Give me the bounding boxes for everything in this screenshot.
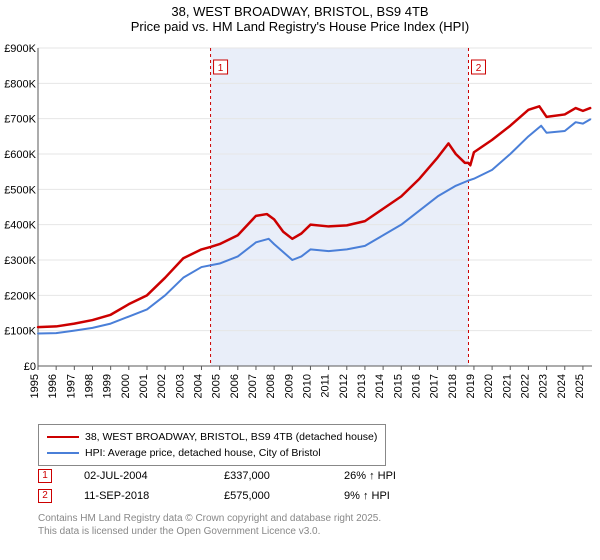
svg-text:2012: 2012	[338, 374, 350, 398]
svg-text:1999: 1999	[102, 374, 114, 398]
svg-text:2024: 2024	[556, 374, 568, 398]
svg-text:1998: 1998	[83, 374, 95, 398]
marker-id-box: 2	[38, 489, 52, 503]
marker-date: 11-SEP-2018	[84, 490, 224, 502]
svg-text:2010: 2010	[301, 374, 313, 398]
svg-text:2023: 2023	[538, 374, 550, 398]
attribution-line2: This data is licensed under the Open Gov…	[38, 525, 381, 538]
marker-events-table: 1 02-JUL-2004£337,00026% ↑ HPI 2 11-SEP-201…	[38, 466, 464, 506]
chart-container: 38, WEST BROADWAY, BRISTOL, BS9 4TB Pric…	[0, 0, 600, 560]
svg-text:£400K: £400K	[4, 220, 36, 232]
svg-text:2008: 2008	[265, 374, 277, 398]
marker-price: £337,000	[224, 470, 344, 482]
legend-label: 38, WEST BROADWAY, BRISTOL, BS9 4TB (det…	[85, 430, 377, 444]
svg-text:1996: 1996	[47, 374, 59, 398]
chart-svg: £0 £100K £200K £300K £400K £500K £600K £700K £80…	[0, 40, 600, 420]
svg-text:1995: 1995	[29, 374, 41, 398]
svg-text:2002: 2002	[156, 374, 168, 398]
svg-text:2003: 2003	[174, 374, 186, 398]
svg-text:2025: 2025	[574, 374, 586, 398]
svg-text:2011: 2011	[320, 374, 332, 398]
svg-text:2021: 2021	[501, 374, 513, 398]
svg-text:2019: 2019	[465, 374, 477, 398]
svg-text:£800K: £800K	[4, 78, 36, 90]
svg-text:£900K: £900K	[4, 43, 36, 55]
svg-text:2013: 2013	[356, 374, 368, 398]
svg-text:£300K: £300K	[4, 255, 36, 267]
marker-event-row: 2 11-SEP-2018£575,0009% ↑ HPI	[38, 486, 464, 506]
marker-price: £575,000	[224, 490, 344, 502]
svg-text:2: 2	[476, 63, 482, 74]
legend-label: HPI: Average price, detached house, City…	[85, 446, 321, 460]
title-line1: 38, WEST BROADWAY, BRISTOL, BS9 4TB	[0, 4, 600, 19]
svg-text:2015: 2015	[392, 374, 404, 398]
svg-text:2000: 2000	[120, 374, 132, 398]
svg-text:2005: 2005	[211, 374, 223, 398]
marker-event-row: 1 02-JUL-2004£337,00026% ↑ HPI	[38, 466, 464, 486]
legend-swatch	[47, 436, 79, 438]
marker-diff: 9% ↑ HPI	[344, 490, 464, 502]
svg-text:2018: 2018	[447, 374, 459, 398]
legend-swatch	[47, 452, 79, 454]
svg-text:1: 1	[218, 63, 224, 74]
svg-text:2001: 2001	[138, 374, 150, 398]
svg-text:£200K: £200K	[4, 290, 36, 302]
svg-text:2009: 2009	[283, 374, 295, 398]
svg-text:2004: 2004	[192, 374, 204, 398]
svg-text:2006: 2006	[229, 374, 241, 398]
title-block: 38, WEST BROADWAY, BRISTOL, BS9 4TB Pric…	[0, 0, 600, 34]
svg-text:2016: 2016	[410, 374, 422, 398]
svg-text:2017: 2017	[429, 374, 441, 398]
svg-text:1997: 1997	[65, 374, 77, 398]
svg-text:£0: £0	[24, 361, 36, 373]
marker-date: 02-JUL-2004	[84, 470, 224, 482]
svg-text:2020: 2020	[483, 374, 495, 398]
svg-text:£700K: £700K	[4, 114, 36, 126]
legend: 38, WEST BROADWAY, BRISTOL, BS9 4TB (det…	[38, 424, 386, 466]
attribution: Contains HM Land Registry data © Crown c…	[38, 512, 381, 538]
svg-text:2007: 2007	[247, 374, 259, 398]
svg-text:£100K: £100K	[4, 326, 36, 338]
chart-area: £0 £100K £200K £300K £400K £500K £600K £700K £80…	[0, 40, 600, 420]
svg-text:2022: 2022	[519, 374, 531, 398]
attribution-line1: Contains HM Land Registry data © Crown c…	[38, 512, 381, 525]
marker-diff: 26% ↑ HPI	[344, 470, 464, 482]
legend-row: 38, WEST BROADWAY, BRISTOL, BS9 4TB (det…	[47, 429, 377, 445]
svg-text:2014: 2014	[374, 374, 386, 398]
legend-row: HPI: Average price, detached house, City…	[47, 445, 377, 461]
title-line2: Price paid vs. HM Land Registry's House …	[0, 19, 600, 34]
marker-id-box: 1	[38, 469, 52, 483]
svg-text:£500K: £500K	[4, 184, 36, 196]
svg-text:£600K: £600K	[4, 149, 36, 161]
